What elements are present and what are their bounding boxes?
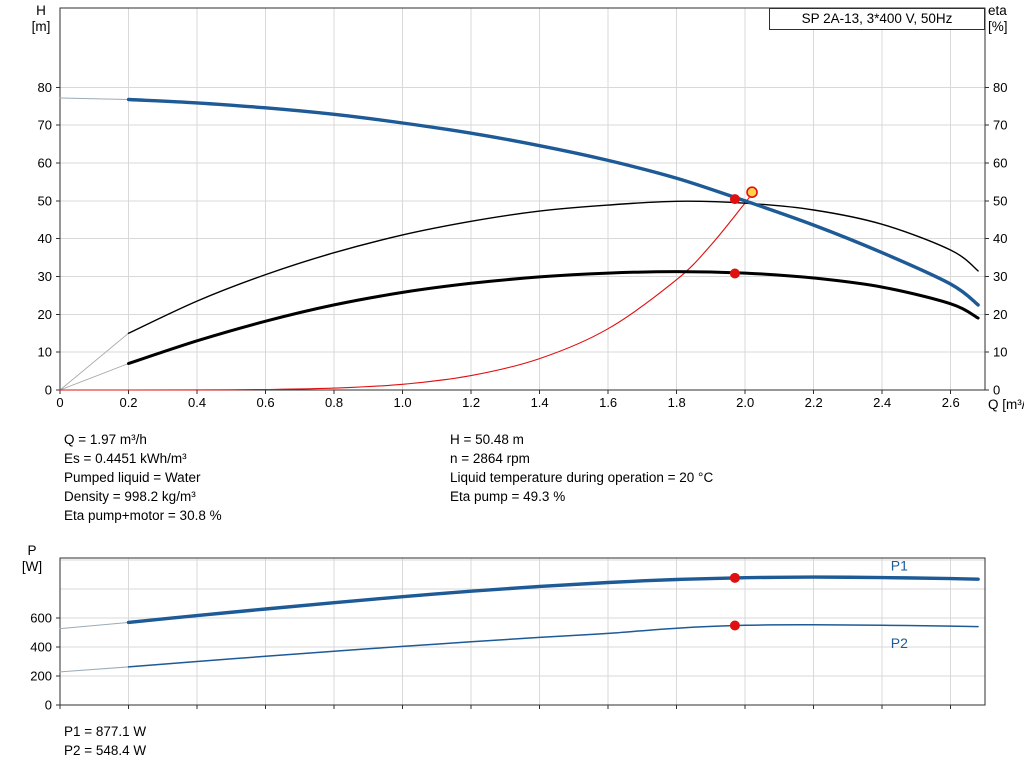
y-tick-label: 20 [38,307,52,322]
info-specific-energy: Es = 0.4451 kWh/m³ [64,451,187,466]
power-chart: 0 200 400 600 P2 P1 [30,557,986,713]
duty-point-requested [746,186,758,198]
x-tick-label: 0 [56,395,63,410]
p2-curve-extension [59,666,129,673]
plot-frame [59,7,986,391]
info-pumped-liquid: Pumped liquid = Water [64,470,201,485]
x-tick-label: 1.0 [394,395,412,410]
h-axis-title-symbol: H [36,3,46,18]
x-tick-label: 2.0 [736,395,754,410]
p-axis-title: P [W] [16,543,48,575]
y2-tick-label: 20 [993,307,1007,322]
y2-tick-label: 50 [993,193,1007,208]
y2-tick-label: 30 [993,269,1007,284]
duty-info-left: Q = 1.97 m³/h Es = 0.4451 kWh/m³ Pumped … [64,430,222,525]
x-tick-label: 0.8 [325,395,343,410]
y-tick-label: 40 [38,231,52,246]
q-axis-title-unit: Q [m³/h] [988,397,1024,412]
p1-curve-extension [59,621,129,630]
y-tick-label: 10 [38,345,52,360]
y-tick-label: 200 [30,669,52,684]
x-tick-label: 2.4 [873,395,891,410]
p1-curve [126,575,980,625]
info-eta-pump-motor: Eta pump+motor = 30.8 % [64,508,222,523]
p1-curve-label: P1 [891,558,908,574]
x-tick-label: 0.4 [188,395,206,410]
duty-point-p2 [729,620,740,631]
eta-axis-title-unit: [%] [988,19,1008,34]
p2-value: P2 = 548.4 W [64,743,147,758]
x-tick-label: 2.6 [942,395,960,410]
y-tick-label: 0 [45,383,52,398]
duty-point-head [729,194,740,205]
h-axis-title: H [m] [24,3,58,35]
duty-point-eta-pump-motor [729,268,740,279]
x-tick-label: 1.6 [599,395,617,410]
y-tick-label: 80 [38,80,52,95]
eta-pump-curve [127,200,979,334]
y-tick-label: 30 [38,269,52,284]
p2-curve [127,624,979,668]
hq-eta-chart: 0 0.2 0.4 0.6 0.8 1.0 1.2 1.4 1.6 1.8 2.0 2.2 2.4 2.6… [38,7,1007,410]
y2-tick-label: 0 [993,383,1000,398]
x-tick-label: 2.2 [805,395,823,410]
p-axis-title-unit: [W] [21,559,43,574]
y2-tick-label: 10 [993,345,1007,360]
info-speed: n = 2864 rpm [450,451,530,466]
eta-pump-motor-curve [127,270,980,365]
eta-axis-title-symbol: eta [988,3,1007,18]
y2-tick-label: 70 [993,118,1007,133]
h-axis-title-unit: [m] [31,19,51,34]
y-tick-label: 70 [38,118,52,133]
y2-tick-label: 80 [993,80,1007,95]
info-head: H = 50.48 m [450,432,524,447]
info-density: Density = 998.2 kg/m³ [64,489,196,504]
pump-model-box: SP 2A-13, 3*400 V, 50Hz [769,8,985,30]
x-tick-label: 1.8 [668,395,686,410]
y2-tick-label: 60 [993,156,1007,171]
eta-axis-title: eta [%] [986,3,1024,35]
eta-pump-motor-curve-extension [59,363,129,391]
duty-info-right: H = 50.48 m n = 2864 rpm Liquid temperat… [450,430,713,506]
plot-frame [59,557,986,706]
x-tick-label: 1.4 [531,395,549,410]
duty-point-p1 [729,572,740,583]
eta-pump-curve-extension [59,332,129,391]
p-axis-title-symbol: P [27,543,37,558]
info-flow: Q = 1.97 m³/h [64,432,147,447]
y2-tick-label: 40 [993,231,1007,246]
x-tick-label: 1.2 [462,395,480,410]
power-values: P1 = 877.1 W P2 = 548.4 W [64,722,146,760]
y-tick-label: 50 [38,193,52,208]
info-liquid-temperature: Liquid temperature during operation = 20… [450,470,714,485]
pump-head-curve-extension [59,97,129,100]
y-tick-label: 600 [30,611,52,626]
info-eta-pump: Eta pump = 49.3 % [450,489,566,504]
q-axis-title: Q [m³/h] [988,397,1024,413]
y-tick-label: 0 [45,698,52,713]
x-tick-label: 0.6 [257,395,275,410]
pump-head-curve [126,97,980,307]
y-tick-label: 400 [30,640,52,655]
p2-curve-label: P2 [891,635,908,651]
y-tick-label: 60 [38,156,52,171]
p1-value: P1 = 877.1 W [64,724,147,739]
system-curve [59,192,753,391]
x-tick-label: 0.2 [119,395,137,410]
